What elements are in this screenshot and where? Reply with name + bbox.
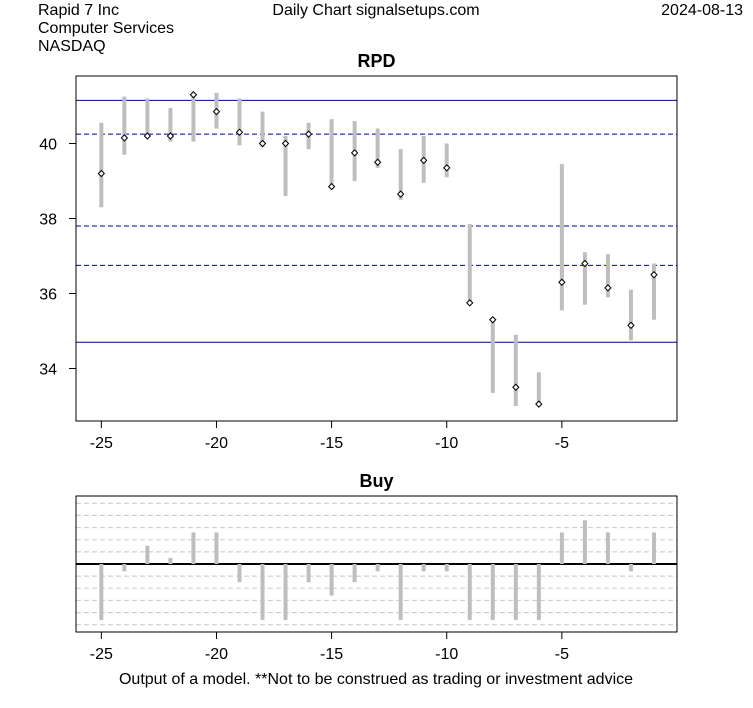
close-marker xyxy=(281,139,290,148)
close-marker xyxy=(419,156,428,165)
y-tick-label: 36 xyxy=(39,287,57,304)
close-marker xyxy=(443,164,451,172)
sector-name: Computer Services xyxy=(38,20,175,37)
company-name: Rapid 7 Inc xyxy=(38,2,119,19)
close-marker xyxy=(327,182,336,191)
close-marker xyxy=(396,190,405,198)
y-tick-label: 38 xyxy=(39,212,57,229)
close-marker xyxy=(466,299,474,307)
price-range-chart: RPD -25 -20 -15 -10 -5 34 36 38 40 xyxy=(39,51,678,452)
close-marker xyxy=(512,383,520,391)
buy-signal-chart: Buy -25 -20 -15 -10 -5 xyxy=(75,471,678,663)
close-marker xyxy=(489,316,497,324)
close-marker xyxy=(212,107,221,116)
close-marker xyxy=(558,278,566,286)
x-tick-label: -5 xyxy=(555,646,569,663)
signal-chart-title: Buy xyxy=(359,471,393,491)
close-marker xyxy=(143,132,152,140)
chart-source: Daily Chart signalsetups.com xyxy=(272,2,480,19)
disclaimer: Output of a model. **Not to be construed… xyxy=(118,671,634,688)
plot-frame xyxy=(75,75,678,422)
close-marker xyxy=(304,130,313,138)
x-tick-label: -20 xyxy=(205,435,228,452)
x-tick-label: -10 xyxy=(435,646,458,663)
close-marker xyxy=(535,400,543,408)
exchange-name: NASDAQ xyxy=(38,38,106,55)
x-tick-label: -25 xyxy=(90,435,113,452)
close-marker xyxy=(166,132,175,140)
close-marker xyxy=(373,158,382,166)
x-tick-label: -5 xyxy=(555,435,569,452)
close-marker xyxy=(627,321,635,330)
close-marker xyxy=(120,134,129,142)
x-tick-label: -20 xyxy=(205,646,228,663)
close-marker xyxy=(97,169,106,178)
plot-frame xyxy=(75,495,678,633)
y-tick-label: 34 xyxy=(39,362,57,379)
close-marker xyxy=(650,271,658,279)
chart-date: 2024-08-13 xyxy=(661,2,743,19)
x-tick-label: -15 xyxy=(320,435,343,452)
close-marker xyxy=(581,259,589,268)
close-marker xyxy=(258,139,267,148)
close-marker xyxy=(189,91,198,99)
price-chart-title: RPD xyxy=(357,51,395,71)
x-tick-label: -15 xyxy=(320,646,343,663)
x-tick-label: -25 xyxy=(90,646,113,663)
close-marker xyxy=(604,284,612,292)
x-tick-label: -10 xyxy=(435,435,458,452)
close-marker xyxy=(350,149,359,157)
close-marker xyxy=(235,128,244,136)
y-tick-label: 40 xyxy=(39,137,57,154)
